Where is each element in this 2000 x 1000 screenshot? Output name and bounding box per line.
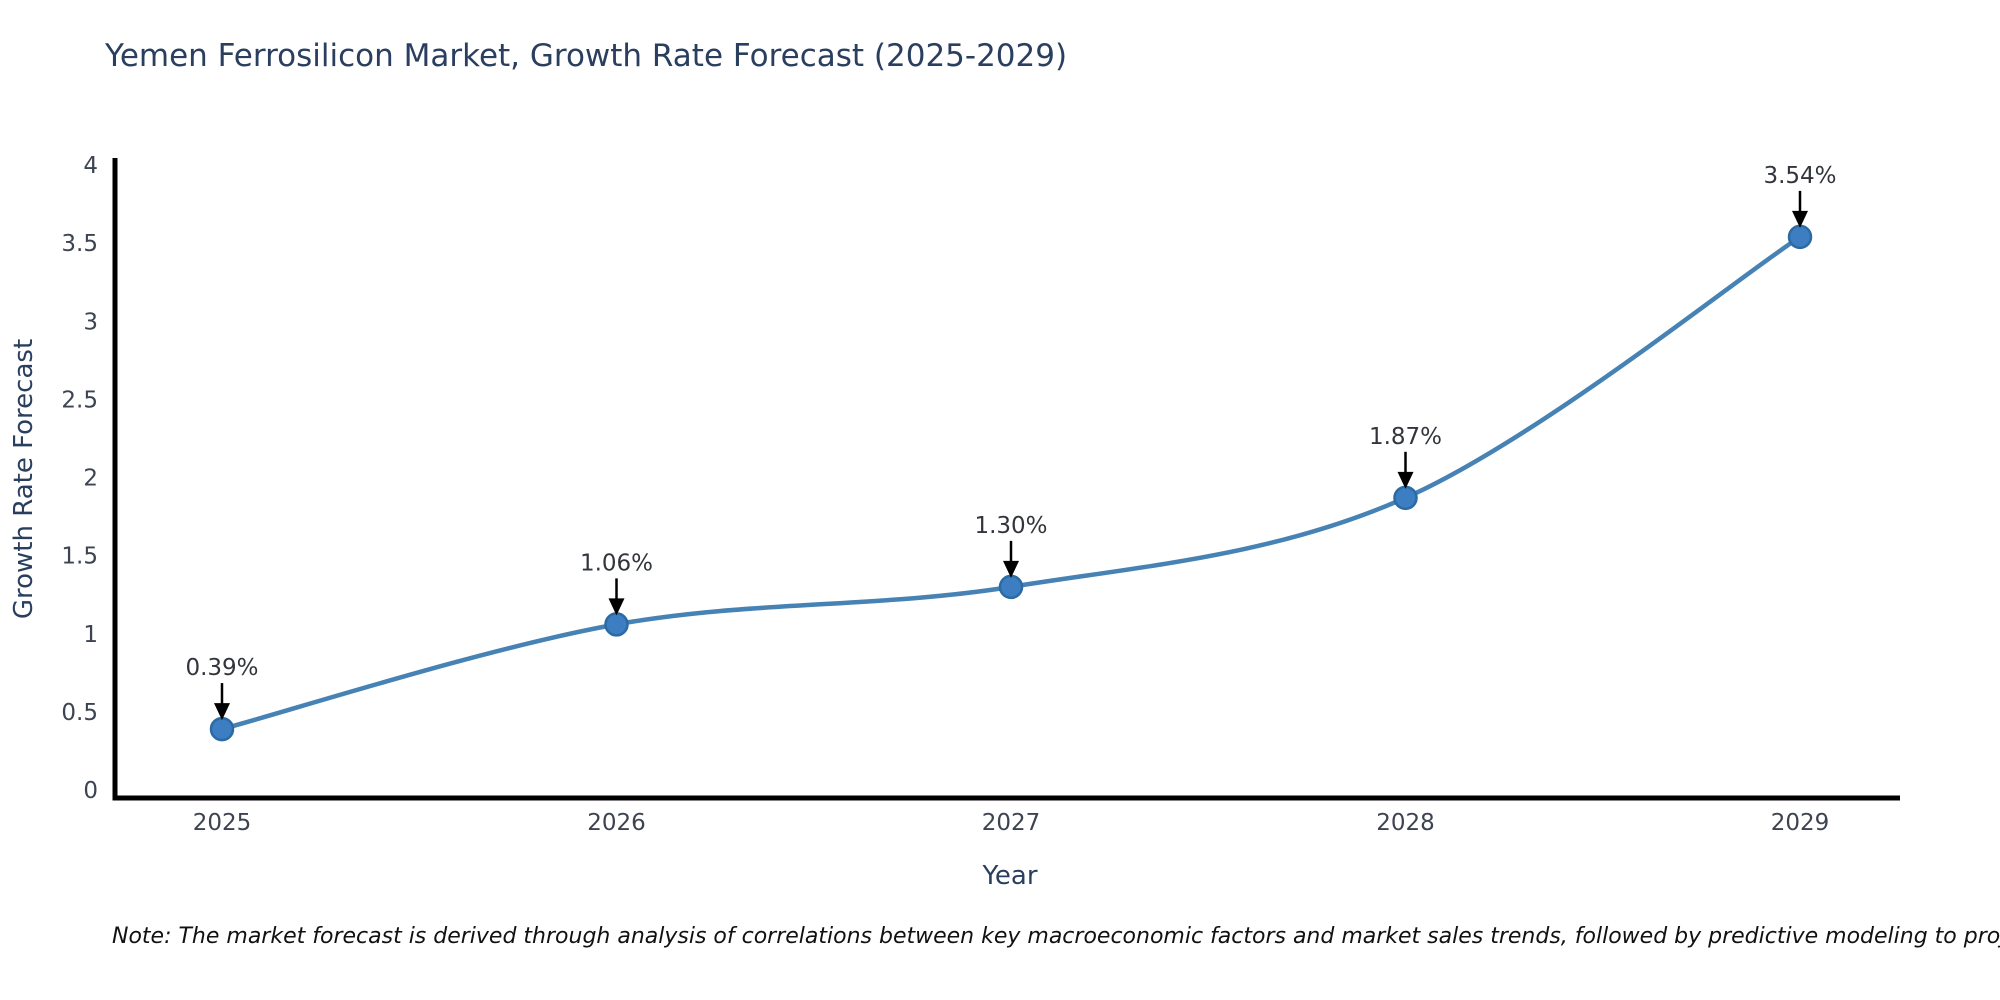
y-tick-label: 2 (83, 466, 98, 492)
annotation-arrow-head (608, 598, 625, 616)
x-tick-label: 2029 (1771, 810, 1830, 836)
point-value-label: 0.39% (185, 655, 258, 681)
y-tick-label: 1.5 (61, 544, 98, 570)
y-tick-label: 2.5 (61, 387, 98, 413)
y-tick-label: 4 (83, 153, 98, 179)
data-point-marker (209, 716, 235, 742)
x-tick-label: 2026 (587, 810, 646, 836)
point-value-label: 1.87% (1369, 424, 1442, 450)
point-value-label: 1.06% (580, 550, 653, 576)
y-tick-label: 3.5 (61, 231, 98, 257)
data-point-marker (1393, 485, 1418, 511)
annotation-arrow-head (214, 703, 230, 721)
y-tick-label: 0.5 (61, 700, 98, 726)
y-axis-title: Growth Rate Forecast (9, 339, 39, 619)
x-tick-label: 2027 (982, 810, 1041, 836)
y-tick-label: 0 (83, 778, 98, 804)
point-value-label: 1.30% (974, 513, 1047, 539)
annotation-arrow-head (1397, 471, 1414, 489)
annotation-arrow-head (1003, 560, 1019, 578)
series-line (219, 234, 1803, 732)
data-point-marker (1787, 224, 1813, 250)
plot-area: 0 0.5 1 1.5 2 2.5 3 3.5 4 2025 2026 2027 2028 2029 0.3… (61, 153, 1836, 836)
x-tick-label: 2025 (193, 810, 252, 836)
y-tick-label: 3 (83, 309, 98, 335)
annotation-arrow-head (1792, 210, 1808, 228)
y-tick-label: 1 (83, 622, 98, 648)
x-tick-label: 2028 (1376, 810, 1435, 836)
chart-title: Yemen Ferrosilicon Market, Growth Rate F… (104, 38, 1067, 74)
footnote: Note: The market forecast is derived thr… (112, 924, 2000, 949)
data-point-marker (998, 574, 1024, 600)
x-axis-title: Year (981, 861, 1037, 891)
data-point-marker (604, 612, 629, 637)
point-value-label: 3.54% (1763, 163, 1836, 189)
